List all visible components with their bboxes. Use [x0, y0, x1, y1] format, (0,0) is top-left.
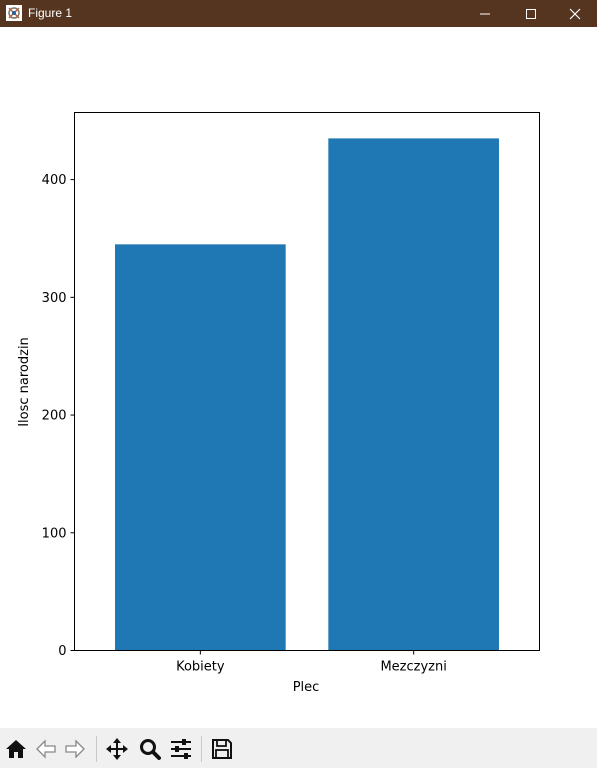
configure-subplots-icon	[171, 739, 191, 759]
forward-icon	[65, 739, 85, 759]
navigation-toolbar	[0, 728, 597, 768]
minimize-icon	[480, 13, 490, 14]
y-tick-label: 100	[42, 526, 67, 541]
close-icon	[569, 8, 581, 19]
y-tick-label: 400	[42, 173, 67, 188]
zoom-button[interactable]	[136, 735, 164, 763]
y-tick-label: 0	[58, 644, 66, 659]
zoom-icon	[140, 739, 161, 760]
back-button[interactable]	[32, 735, 60, 763]
figure-canvas[interactable]: 0 100 200 300 400 Kobiety Mezczyzni Plec Ilos…	[0, 27, 597, 728]
y-tick-label: 300	[42, 291, 67, 306]
pan-icon	[106, 738, 128, 760]
bar-kobiety	[115, 244, 286, 651]
axes-frame	[74, 112, 540, 651]
x-tick-label: Kobiety	[176, 660, 225, 675]
save-icon	[212, 739, 232, 759]
home-icon	[6, 740, 26, 758]
title-bar: Figure 1	[0, 0, 597, 27]
y-tick-label: 200	[42, 409, 67, 424]
figure-icon	[6, 5, 22, 21]
back-icon	[36, 739, 56, 759]
x-tick-label: Mezczyzni	[380, 660, 446, 675]
close-button[interactable]	[552, 0, 597, 27]
forward-button[interactable]	[61, 735, 89, 763]
pan-button[interactable]	[103, 735, 131, 763]
window-title: Figure 1	[28, 6, 73, 20]
maximize-icon	[526, 8, 536, 19]
bar-chart: 0 100 200 300 400 Kobiety Mezczyzni Plec Ilos…	[17, 112, 540, 695]
x-axis-label: Plec	[293, 680, 320, 695]
minimize-button[interactable]	[462, 0, 508, 27]
toolbar-separator	[96, 736, 97, 762]
maximize-button[interactable]	[508, 0, 554, 27]
bar-mezczyzni	[328, 138, 499, 651]
toolbar-separator	[201, 736, 202, 762]
save-button[interactable]	[208, 735, 236, 763]
configure-subplots-button[interactable]	[167, 735, 195, 763]
home-button[interactable]	[2, 735, 30, 763]
y-axis-label: Ilosc narodzin	[17, 337, 32, 427]
